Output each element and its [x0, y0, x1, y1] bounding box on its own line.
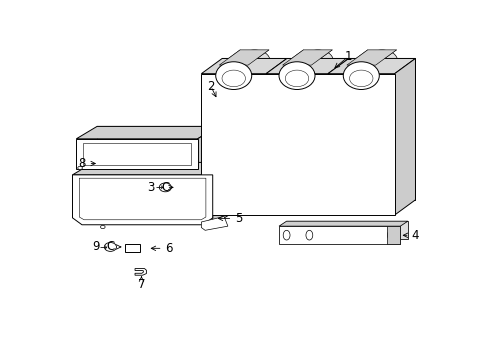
- Ellipse shape: [386, 230, 393, 240]
- Polygon shape: [279, 221, 407, 226]
- Ellipse shape: [239, 50, 269, 71]
- Ellipse shape: [215, 62, 251, 90]
- Polygon shape: [93, 162, 233, 212]
- Text: 2: 2: [206, 80, 214, 93]
- Text: 6: 6: [164, 242, 172, 255]
- Ellipse shape: [101, 225, 105, 229]
- Polygon shape: [197, 126, 218, 169]
- Polygon shape: [222, 58, 415, 200]
- Polygon shape: [346, 50, 396, 65]
- Ellipse shape: [285, 70, 308, 87]
- Text: C: C: [106, 240, 114, 253]
- Text: C: C: [161, 181, 169, 194]
- Polygon shape: [201, 74, 394, 215]
- Text: 8: 8: [78, 157, 85, 170]
- Polygon shape: [72, 175, 212, 225]
- Ellipse shape: [349, 70, 372, 87]
- Polygon shape: [201, 216, 227, 230]
- Text: 4: 4: [410, 229, 418, 242]
- Polygon shape: [286, 221, 407, 239]
- Polygon shape: [76, 126, 218, 139]
- Ellipse shape: [305, 230, 312, 240]
- Text: 7: 7: [138, 278, 145, 291]
- Polygon shape: [97, 126, 218, 157]
- Text: 3: 3: [147, 181, 154, 194]
- Ellipse shape: [222, 70, 245, 87]
- Polygon shape: [282, 50, 331, 65]
- Polygon shape: [76, 139, 197, 169]
- Polygon shape: [279, 226, 400, 244]
- Polygon shape: [201, 58, 286, 74]
- Text: 5: 5: [234, 212, 242, 225]
- Polygon shape: [212, 162, 233, 225]
- Polygon shape: [386, 226, 400, 244]
- Text: 9: 9: [92, 240, 100, 253]
- Polygon shape: [327, 58, 415, 74]
- Ellipse shape: [279, 62, 314, 90]
- Ellipse shape: [283, 230, 289, 240]
- Polygon shape: [394, 58, 415, 215]
- Ellipse shape: [78, 166, 82, 170]
- Polygon shape: [265, 58, 348, 74]
- Ellipse shape: [343, 62, 379, 90]
- Polygon shape: [135, 269, 146, 275]
- Text: →: →: [155, 183, 163, 192]
- Ellipse shape: [302, 50, 332, 71]
- Ellipse shape: [366, 50, 397, 71]
- Polygon shape: [72, 162, 233, 175]
- Text: →: →: [100, 242, 107, 251]
- Text: 1: 1: [344, 50, 351, 63]
- Polygon shape: [125, 244, 139, 252]
- Polygon shape: [219, 50, 268, 65]
